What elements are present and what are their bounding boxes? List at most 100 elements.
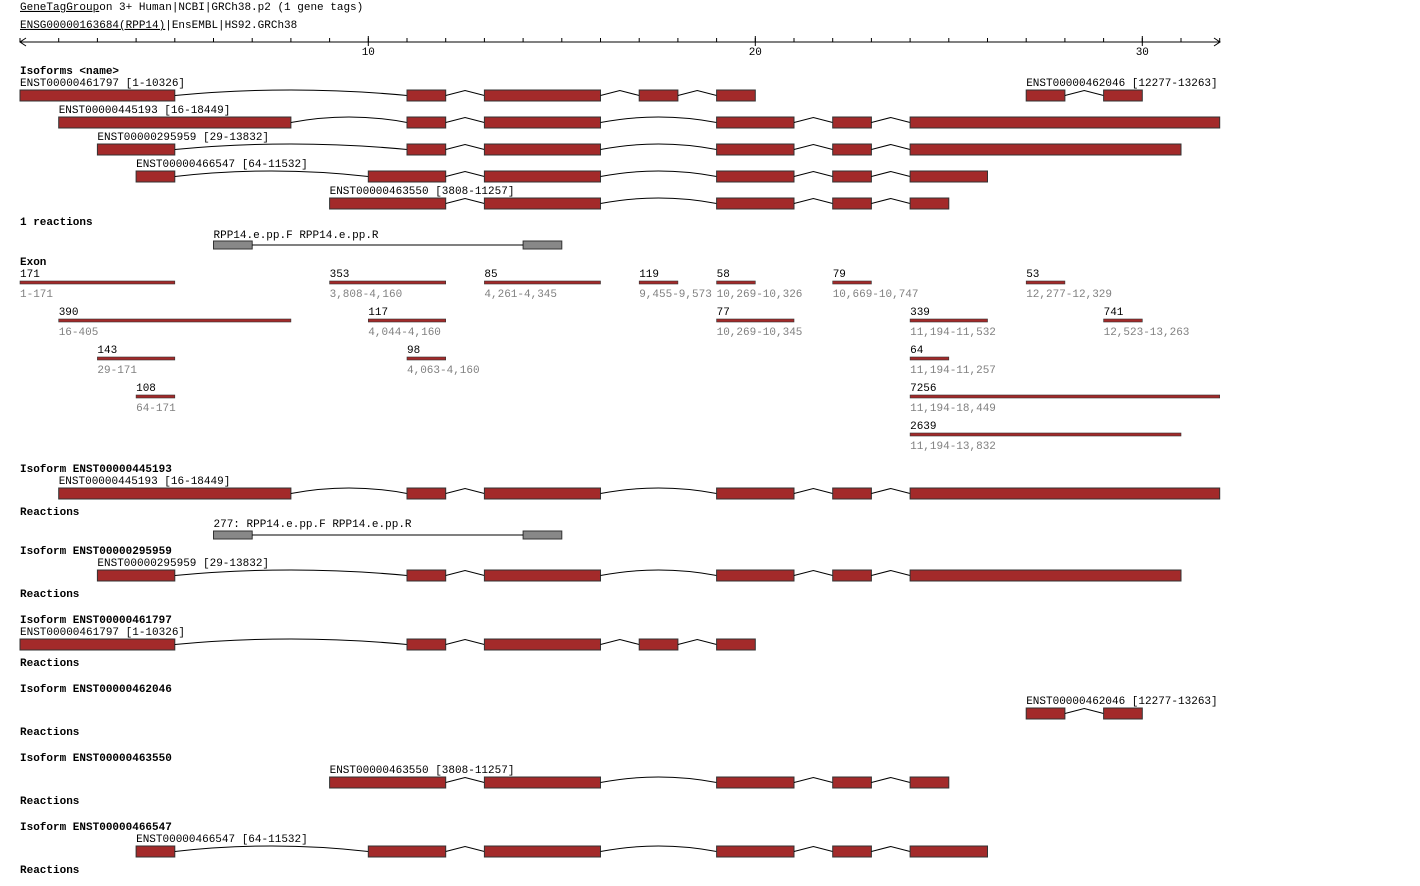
track-label[interactable]: ENST00000445193 [16-18449]	[59, 476, 231, 488]
isoform-title: Isoform ENST00000463550	[20, 753, 172, 765]
exon-block	[909, 487, 1221, 500]
intron	[1064, 89, 1104, 96]
exon-length: 64	[910, 345, 924, 357]
exon-range: 4,261-4,345	[484, 289, 557, 301]
reactions-title: Reactions	[20, 589, 79, 601]
track-label[interactable]: ENST00000295959 [29-13832]	[97, 132, 269, 144]
intron	[600, 89, 640, 96]
exon-range: 11,194-11,257	[910, 365, 996, 377]
exon-block	[832, 143, 872, 156]
intron	[445, 116, 485, 123]
exon-length: 353	[330, 269, 350, 281]
track-label[interactable]: ENST00000466547 [64-11532]	[136, 834, 308, 846]
intron	[600, 569, 717, 576]
intron	[445, 143, 485, 150]
exon-bar	[484, 280, 601, 285]
intron	[600, 116, 717, 123]
section-title: 1 reactions	[20, 217, 93, 229]
exon-range: 64-171	[136, 403, 176, 415]
exon-block	[716, 569, 795, 582]
intron	[600, 197, 717, 204]
exon-length: 2639	[910, 421, 936, 433]
exon-range: 12,277-12,329	[1026, 289, 1112, 301]
track-label[interactable]: ENST00000461797 [1-10326]	[20, 78, 185, 90]
exon-block	[716, 638, 756, 651]
exon-block	[483, 569, 601, 582]
exon-block	[832, 170, 872, 183]
intron	[600, 845, 717, 852]
exon-block	[483, 487, 601, 500]
intron	[600, 776, 717, 783]
exon-block	[483, 776, 601, 789]
exon-range: 11,194-11,532	[910, 327, 996, 339]
intron	[174, 638, 408, 645]
exon-bar	[716, 318, 795, 323]
exon-block	[638, 89, 679, 102]
exon-block	[832, 776, 872, 789]
intron	[445, 197, 485, 204]
exon-block	[19, 89, 176, 102]
exon-length: 98	[407, 345, 420, 357]
reaction-label[interactable]: 277: RPP14.e.pp.F RPP14.e.pp.R	[214, 519, 412, 531]
exon-block	[909, 845, 988, 858]
track-label[interactable]: ENST00000462046 [12277-13263]	[1026, 696, 1217, 708]
intron	[793, 569, 833, 576]
exon-range: 16-405	[59, 327, 99, 339]
gene-source: |EnsEMBL|HS92.GRCh38	[165, 20, 297, 32]
exon-range: 11,194-18,449	[910, 403, 996, 415]
exon-length: 390	[59, 307, 79, 319]
isoform-title: Isoform ENST00000466547	[20, 822, 172, 834]
exon-block	[483, 143, 601, 156]
track-label[interactable]: ENST00000445193 [16-18449]	[59, 105, 231, 117]
track-label[interactable]: ENST00000462046 [12277-13263]	[1026, 78, 1217, 90]
exon-length: 58	[717, 269, 730, 281]
reactions-title: Reactions	[20, 658, 79, 670]
exon-block	[909, 776, 950, 789]
gene-link[interactable]: ENSG00000163684(RPP14)	[20, 20, 165, 32]
exon-bar	[97, 356, 176, 361]
intron	[445, 170, 485, 177]
exon-length: 85	[484, 269, 497, 281]
exon-bar	[638, 280, 679, 285]
exon-block	[1025, 707, 1066, 720]
reactions-title: Reactions	[20, 727, 79, 739]
intron	[445, 487, 485, 494]
exon-block	[909, 170, 988, 183]
axis-tick-label: 30	[1136, 47, 1149, 59]
track-label[interactable]: ENST00000463550 [3808-11257]	[330, 765, 515, 777]
exon-block	[367, 170, 447, 183]
exon-block	[909, 116, 1221, 129]
exon-bar	[832, 280, 872, 285]
intron	[600, 638, 640, 645]
exon-block	[406, 116, 447, 129]
exon-bar	[1025, 280, 1066, 285]
exon-block	[406, 143, 447, 156]
intron	[174, 170, 369, 177]
track-label[interactable]: ENST00000463550 [3808-11257]	[330, 186, 515, 198]
intron	[793, 487, 833, 494]
exon-range: 12,523-13,263	[1104, 327, 1190, 339]
exon-block	[406, 89, 447, 102]
exon-block	[832, 487, 872, 500]
exon-bar	[19, 280, 176, 285]
exon-block	[909, 569, 1182, 582]
primer	[213, 530, 253, 540]
intron	[793, 776, 833, 783]
exon-block	[58, 116, 292, 129]
track-label[interactable]: ENST00000466547 [64-11532]	[136, 159, 308, 171]
exon-range: 9,455-9,573	[639, 289, 712, 301]
track-label[interactable]: ENST00000295959 [29-13832]	[97, 558, 269, 570]
track-label[interactable]: ENST00000461797 [1-10326]	[20, 627, 185, 639]
exon-length: 119	[639, 269, 659, 281]
intron	[290, 116, 408, 123]
primer	[522, 530, 563, 540]
intron	[871, 170, 911, 177]
isoform-title: Isoform ENST00000461797	[20, 615, 172, 627]
title-link[interactable]: GeneTagGroup	[20, 2, 99, 14]
exon-block	[483, 170, 601, 183]
reaction-label[interactable]: RPP14.e.pp.F RPP14.e.pp.R	[214, 230, 379, 242]
axis-tick-label: 10	[362, 47, 375, 59]
exon-block	[716, 116, 795, 129]
intron	[445, 776, 485, 783]
primer	[522, 240, 563, 250]
